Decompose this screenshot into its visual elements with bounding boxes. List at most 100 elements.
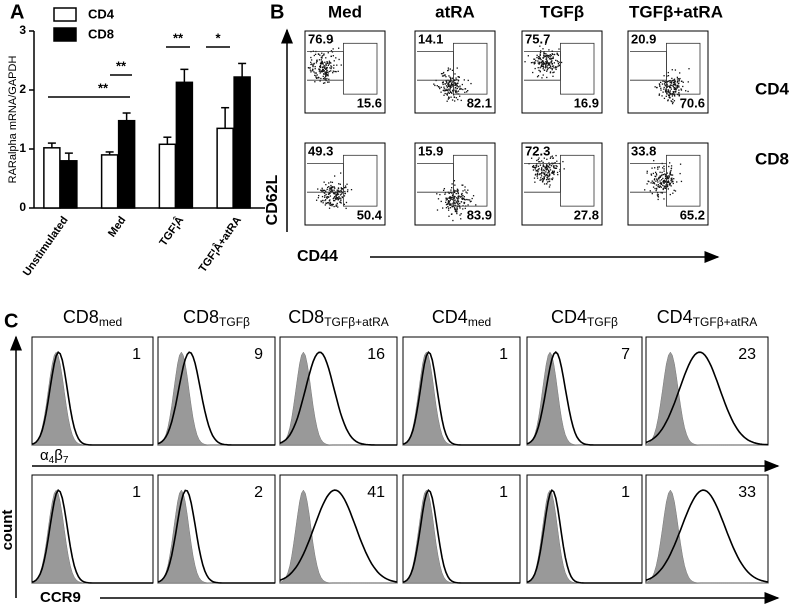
event-dot bbox=[462, 194, 464, 197]
event-dot bbox=[307, 67, 310, 69]
event-dot bbox=[673, 189, 675, 192]
event-dot bbox=[316, 59, 318, 61]
event-dot bbox=[443, 86, 445, 88]
event-dot bbox=[321, 195, 324, 198]
event-dot bbox=[324, 71, 326, 73]
event-dot bbox=[688, 68, 690, 70]
event-dot bbox=[323, 189, 326, 192]
event-dot bbox=[540, 64, 543, 67]
bar bbox=[60, 160, 78, 209]
event-dot bbox=[312, 65, 314, 68]
event-dot bbox=[671, 93, 673, 95]
event-dot bbox=[678, 89, 680, 91]
event-dot bbox=[536, 175, 538, 177]
event-dot bbox=[333, 205, 335, 208]
event-dot bbox=[668, 97, 671, 99]
event-dot bbox=[325, 75, 327, 77]
event-dot bbox=[347, 189, 349, 191]
event-dot bbox=[546, 57, 548, 59]
event-dot bbox=[539, 62, 541, 64]
event-dot bbox=[325, 73, 327, 75]
event-dot bbox=[464, 91, 466, 94]
event-dot bbox=[550, 178, 552, 180]
event-dot bbox=[447, 205, 449, 208]
event-dot bbox=[679, 172, 681, 175]
event-dot bbox=[325, 57, 327, 59]
event-dot bbox=[550, 165, 553, 167]
event-dot bbox=[658, 166, 660, 168]
event-dot bbox=[671, 77, 673, 80]
event-dot bbox=[325, 202, 328, 205]
event-dot bbox=[662, 173, 665, 176]
event-dot bbox=[538, 161, 540, 163]
event-dot bbox=[546, 176, 548, 179]
event-dot bbox=[333, 200, 335, 202]
event-dot bbox=[532, 169, 535, 171]
event-dot bbox=[331, 203, 334, 206]
event-dot bbox=[659, 84, 661, 86]
label-sub: med bbox=[468, 315, 491, 329]
event-dot bbox=[546, 66, 548, 68]
event-dot bbox=[453, 79, 456, 81]
event-dot bbox=[672, 91, 675, 94]
event-dot bbox=[333, 196, 335, 199]
gate bbox=[560, 154, 595, 207]
event-dot bbox=[539, 54, 541, 57]
event-dot bbox=[657, 186, 659, 188]
event-dot bbox=[669, 183, 672, 185]
event-dot bbox=[530, 157, 533, 159]
event-dot bbox=[550, 61, 552, 63]
event-dot bbox=[663, 75, 665, 77]
event-dot bbox=[550, 156, 552, 158]
event-dot bbox=[321, 55, 324, 57]
event-dot bbox=[548, 62, 550, 64]
event-dot bbox=[535, 173, 537, 175]
event-dot bbox=[548, 174, 551, 176]
y-tick-label: 3 bbox=[19, 23, 26, 37]
event-dot bbox=[652, 182, 654, 184]
event-dot bbox=[548, 180, 551, 182]
event-dot bbox=[321, 71, 323, 73]
label-main: CD8 bbox=[288, 307, 324, 327]
event-dot bbox=[449, 204, 452, 206]
event-dot bbox=[452, 196, 454, 198]
event-dot bbox=[449, 84, 451, 86]
event-dot bbox=[454, 204, 456, 206]
event-dot bbox=[670, 167, 673, 169]
event-dot bbox=[326, 77, 328, 80]
event-dot bbox=[558, 48, 560, 50]
event-dot bbox=[323, 192, 326, 194]
event-dot bbox=[337, 70, 339, 73]
event-dot bbox=[671, 95, 674, 97]
event-dot bbox=[556, 52, 558, 54]
event-dot bbox=[444, 74, 446, 77]
event-dot bbox=[446, 197, 448, 200]
event-dot bbox=[457, 76, 459, 78]
event-dot bbox=[537, 62, 539, 64]
event-dot bbox=[669, 84, 672, 86]
event-dot bbox=[556, 53, 559, 56]
event-dot bbox=[663, 168, 665, 170]
event-dot bbox=[451, 99, 454, 101]
event-dot bbox=[671, 174, 674, 176]
event-dot bbox=[543, 169, 545, 171]
event-dot bbox=[536, 170, 538, 172]
event-dot bbox=[536, 159, 538, 162]
event-dot bbox=[319, 65, 322, 68]
event-dot bbox=[449, 68, 451, 70]
event-dot bbox=[650, 182, 652, 184]
event-dot bbox=[341, 188, 343, 190]
gate-value: 15.6 bbox=[357, 95, 382, 110]
event-dot bbox=[667, 80, 669, 83]
bar bbox=[216, 127, 234, 209]
event-dot bbox=[327, 71, 329, 74]
event-dot bbox=[546, 175, 548, 177]
event-dot bbox=[555, 68, 557, 71]
event-dot bbox=[446, 86, 449, 88]
event-dot bbox=[673, 88, 675, 91]
event-dot bbox=[545, 166, 547, 169]
event-dot bbox=[663, 180, 665, 182]
event-dot bbox=[328, 81, 330, 83]
event-dot bbox=[456, 91, 458, 93]
event-dot bbox=[464, 207, 466, 210]
